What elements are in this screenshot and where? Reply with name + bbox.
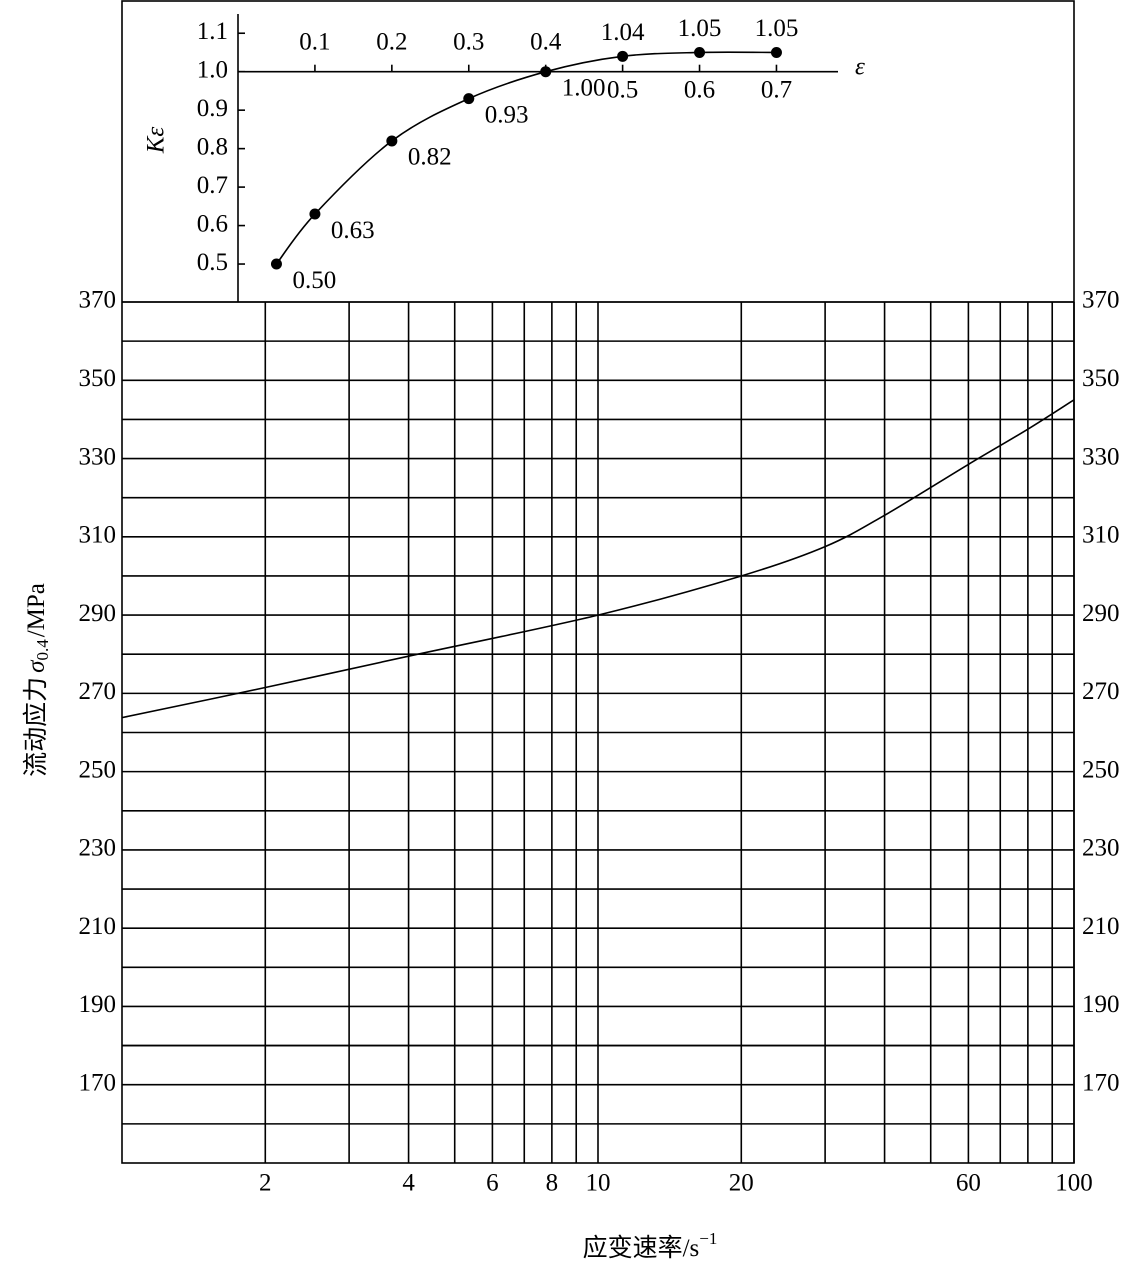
data-label: 1.05 (755, 15, 799, 42)
y-tick-label: 210 (79, 913, 117, 940)
y-label-unit: /MPa (23, 583, 50, 637)
x-tick-label: 0.7 (761, 76, 792, 103)
y-tick-label-right: 170 (1082, 1069, 1120, 1096)
y-tick-label-right: 350 (1082, 365, 1120, 392)
x-tick-label: 10 (586, 1170, 611, 1197)
x-tick-label: 6 (486, 1170, 499, 1197)
x-tick-label: 100 (1055, 1170, 1093, 1197)
inset-x-label: ε (855, 54, 865, 81)
y-tick-label: 0.7 (197, 172, 228, 199)
x-tick-label: 8 (546, 1170, 559, 1197)
y-tick-label-right: 230 (1082, 835, 1120, 862)
y-label-sub: 0.4 (33, 639, 52, 661)
x-tick-label: 0.2 (376, 28, 407, 55)
y-tick-label: 250 (79, 756, 117, 783)
x-tick-label: 4 (402, 1170, 415, 1197)
x-tick-label: 2 (259, 1170, 272, 1197)
data-point (309, 208, 321, 220)
data-label: 1.00 (562, 74, 606, 101)
y-label-symbol: σ (23, 659, 50, 673)
y-tick-label-right: 190 (1082, 991, 1120, 1018)
y-tick-label: 330 (79, 443, 117, 470)
x-tick-label: 20 (729, 1170, 754, 1197)
y-tick-label: 370 (79, 287, 117, 314)
data-point (540, 66, 552, 78)
y-tick-label: 0.8 (197, 133, 228, 160)
y-tick-label: 230 (79, 835, 117, 862)
data-point (694, 46, 706, 58)
y-tick-label: 0.9 (197, 95, 228, 122)
x-label-text: 应变速率/s (583, 1234, 700, 1262)
y-tick-label: 350 (79, 365, 117, 392)
data-label: 1.04 (601, 19, 645, 46)
y-tick-label-right: 270 (1082, 678, 1120, 705)
y-tick-label: 290 (79, 600, 117, 627)
data-point (270, 258, 282, 270)
y-tick-label-right: 210 (1082, 913, 1120, 940)
x-axis-label: 应变速率/s−1 (583, 1229, 718, 1262)
x-tick-label: 0.5 (607, 76, 638, 103)
data-point (386, 135, 398, 147)
y-label-text: 流动应力 (22, 677, 50, 777)
y-tick-label-right: 310 (1082, 522, 1120, 549)
x-tick-label: 60 (956, 1170, 981, 1197)
inset-y-label: Kε (143, 127, 170, 155)
y-tick-label: 1.0 (197, 56, 228, 83)
data-label: 0.82 (408, 144, 452, 171)
data-label: 0.50 (292, 267, 336, 294)
y-tick-label-right: 290 (1082, 600, 1120, 627)
x-tick-label: 0.4 (530, 28, 562, 55)
data-point (463, 93, 475, 105)
y-tick-label-right: 330 (1082, 443, 1120, 470)
y-tick-label: 270 (79, 678, 117, 705)
curve (275, 51, 777, 265)
curve (121, 399, 1075, 719)
y-tick-label: 310 (79, 522, 117, 549)
y-tick-label: 0.5 (197, 249, 228, 276)
data-label: 0.93 (485, 101, 529, 128)
data-point (617, 50, 629, 62)
y-axis-label: 流动应力 σ0.4/MPa (22, 583, 52, 777)
x-label-sup: −1 (699, 1229, 717, 1248)
x-tick-label: 0.6 (684, 76, 715, 103)
x-tick-label: 0.1 (299, 28, 330, 55)
x-tick-label: 0.3 (453, 28, 484, 55)
y-tick-label: 1.1 (197, 18, 228, 45)
y-tick-label: 190 (79, 991, 117, 1018)
y-tick-label-right: 250 (1082, 756, 1120, 783)
data-label: 1.05 (678, 15, 722, 42)
data-point (770, 46, 782, 58)
y-tick-label: 0.6 (197, 210, 228, 237)
y-tick-label-right: 370 (1082, 287, 1120, 314)
y-tick-label: 170 (79, 1069, 117, 1096)
data-label: 0.63 (331, 217, 375, 244)
